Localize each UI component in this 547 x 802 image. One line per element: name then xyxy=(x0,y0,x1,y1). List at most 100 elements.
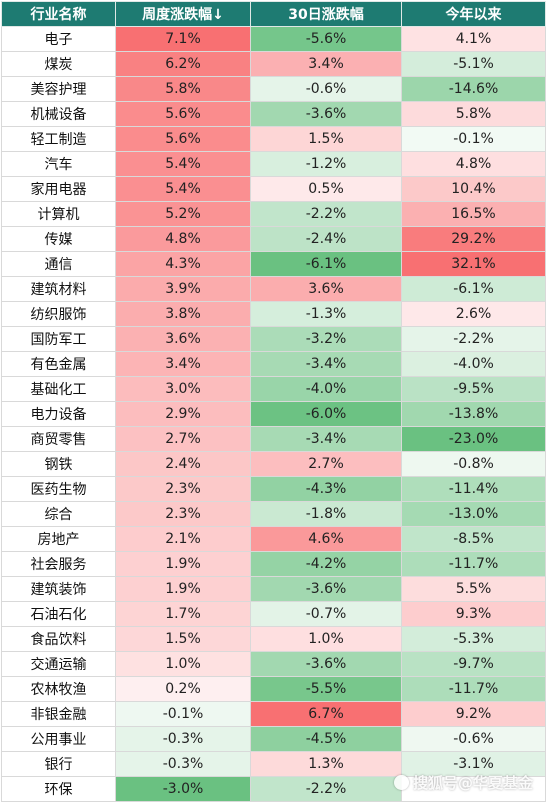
d30-change-cell: -5.5% xyxy=(250,676,402,702)
ytd-change-cell: 9.2% xyxy=(401,701,546,727)
ytd-change-cell: 10.4% xyxy=(401,176,546,202)
d30-change-cell: -4.5% xyxy=(250,726,402,752)
weekly-change-cell: -0.3% xyxy=(115,726,251,752)
ytd-change-cell: -4.0% xyxy=(401,351,546,377)
weekly-change-cell: -0.1% xyxy=(115,701,251,727)
d30-change-cell: -1.3% xyxy=(250,301,402,327)
weekly-change-cell: 5.6% xyxy=(115,126,251,152)
ytd-change-cell: -0.6% xyxy=(401,726,546,752)
table-header: 行业名称 周度涨跌幅↓ 30日涨跌幅 今年以来 xyxy=(1,1,546,27)
industry-name-cell: 基础化工 xyxy=(1,376,116,402)
d30-change-cell: -0.7% xyxy=(250,601,402,627)
ytd-change-cell: 9.3% xyxy=(401,601,546,627)
header-30day-change[interactable]: 30日涨跌幅 xyxy=(250,1,402,27)
ytd-change-cell: -2.2% xyxy=(401,326,546,352)
weekly-change-cell: -0.3% xyxy=(115,751,251,777)
industry-name-cell: 计算机 xyxy=(1,201,116,227)
industry-name-cell: 非银金融 xyxy=(1,701,116,727)
industry-name-cell: 社会服务 xyxy=(1,551,116,577)
industry-name-cell: 综合 xyxy=(1,501,116,527)
table-row: 美容护理 5.8% -0.6% -14.6% xyxy=(1,76,546,102)
industry-name-cell: 建筑装饰 xyxy=(1,576,116,602)
d30-change-cell: -3.4% xyxy=(250,426,402,452)
d30-change-cell: 0.5% xyxy=(250,176,402,202)
table-row: 房地产 2.1% 4.6% -8.5% xyxy=(1,526,546,552)
weekly-change-cell: 3.4% xyxy=(115,351,251,377)
ytd-change-cell: 16.5% xyxy=(401,201,546,227)
industry-name-cell: 家用电器 xyxy=(1,176,116,202)
industry-name-cell: 钢铁 xyxy=(1,451,116,477)
weekly-change-cell: -3.0% xyxy=(115,776,251,802)
ytd-change-cell: -9.7% xyxy=(401,651,546,677)
weekly-change-cell: 6.2% xyxy=(115,51,251,77)
industry-name-cell: 交通运输 xyxy=(1,651,116,677)
table-row: 银行 -0.3% 1.3% -3.1% xyxy=(1,751,546,777)
table-row: 钢铁 2.4% 2.7% -0.8% xyxy=(1,451,546,477)
industry-name-cell: 银行 xyxy=(1,751,116,777)
table-row: 食品饮料 1.5% 1.0% -5.3% xyxy=(1,626,546,652)
ytd-change-cell: 32.1% xyxy=(401,251,546,277)
table-row: 建筑材料 3.9% 3.6% -6.1% xyxy=(1,276,546,302)
weekly-change-cell: 3.8% xyxy=(115,301,251,327)
ytd-change-cell: -13.0% xyxy=(401,501,546,527)
industry-name-cell: 汽车 xyxy=(1,151,116,177)
d30-change-cell: -6.0% xyxy=(250,401,402,427)
industry-name-cell: 食品饮料 xyxy=(1,626,116,652)
industry-name-cell: 美容护理 xyxy=(1,76,116,102)
industry-name-cell: 石油石化 xyxy=(1,601,116,627)
table-row: 电子 7.1% -5.6% 4.1% xyxy=(1,26,546,52)
table-body: 电子 7.1% -5.6% 4.1% 煤炭 6.2% 3.4% -5.1% 美容护理 5.8% -0… xyxy=(1,26,546,802)
table-row: 环保 -3.0% -2.2% xyxy=(1,776,546,802)
d30-change-cell: -2.4% xyxy=(250,226,402,252)
ytd-change-cell: -0.1% xyxy=(401,126,546,152)
table-row: 家用电器 5.4% 0.5% 10.4% xyxy=(1,176,546,202)
ytd-change-cell: 4.1% xyxy=(401,26,546,52)
table-row: 商贸零售 2.7% -3.4% -23.0% xyxy=(1,426,546,452)
table-row: 机械设备 5.6% -3.6% 5.8% xyxy=(1,101,546,127)
d30-change-cell: -3.2% xyxy=(250,326,402,352)
ytd-change-cell: -0.8% xyxy=(401,451,546,477)
d30-change-cell: -3.4% xyxy=(250,351,402,377)
d30-change-cell: 3.4% xyxy=(250,51,402,77)
weekly-change-cell: 3.0% xyxy=(115,376,251,402)
weekly-change-cell: 0.2% xyxy=(115,676,251,702)
ytd-change-cell: -3.1% xyxy=(401,751,546,777)
industry-name-cell: 有色金属 xyxy=(1,351,116,377)
ytd-change-cell: -13.8% xyxy=(401,401,546,427)
weekly-change-cell: 2.4% xyxy=(115,451,251,477)
industry-name-cell: 传媒 xyxy=(1,226,116,252)
industry-name-cell: 国防军工 xyxy=(1,326,116,352)
table-row: 交通运输 1.0% -3.6% -9.7% xyxy=(1,651,546,677)
header-row: 行业名称 周度涨跌幅↓ 30日涨跌幅 今年以来 xyxy=(1,1,546,27)
sohu-logo-icon xyxy=(393,775,409,790)
watermark: 搜狐号@华夏基金 xyxy=(393,772,533,793)
table-row: 有色金属 3.4% -3.4% -4.0% xyxy=(1,351,546,377)
d30-change-cell: -2.2% xyxy=(250,776,402,802)
weekly-change-cell: 4.3% xyxy=(115,251,251,277)
ytd-change-cell: -5.1% xyxy=(401,51,546,77)
d30-change-cell: -5.6% xyxy=(250,26,402,52)
weekly-change-cell: 7.1% xyxy=(115,26,251,52)
d30-change-cell: -4.2% xyxy=(250,551,402,577)
table-row: 社会服务 1.9% -4.2% -11.7% xyxy=(1,551,546,577)
d30-change-cell: -3.6% xyxy=(250,651,402,677)
header-industry[interactable]: 行业名称 xyxy=(1,1,116,27)
ytd-change-cell: -9.5% xyxy=(401,376,546,402)
d30-change-cell: -1.8% xyxy=(250,501,402,527)
d30-change-cell: 3.6% xyxy=(250,276,402,302)
ytd-change-cell: -5.3% xyxy=(401,626,546,652)
ytd-change-cell: -11.7% xyxy=(401,551,546,577)
industry-name-cell: 煤炭 xyxy=(1,51,116,77)
weekly-change-cell: 5.6% xyxy=(115,101,251,127)
industry-name-cell: 商贸零售 xyxy=(1,426,116,452)
d30-change-cell: 1.5% xyxy=(250,126,402,152)
d30-change-cell: -3.6% xyxy=(250,576,402,602)
header-weekly-change[interactable]: 周度涨跌幅↓ xyxy=(115,1,251,27)
table-row: 非银金融 -0.1% 6.7% 9.2% xyxy=(1,701,546,727)
header-ytd-change[interactable]: 今年以来 xyxy=(401,1,546,27)
weekly-change-cell: 5.8% xyxy=(115,76,251,102)
d30-change-cell: -4.0% xyxy=(250,376,402,402)
weekly-change-cell: 2.7% xyxy=(115,426,251,452)
